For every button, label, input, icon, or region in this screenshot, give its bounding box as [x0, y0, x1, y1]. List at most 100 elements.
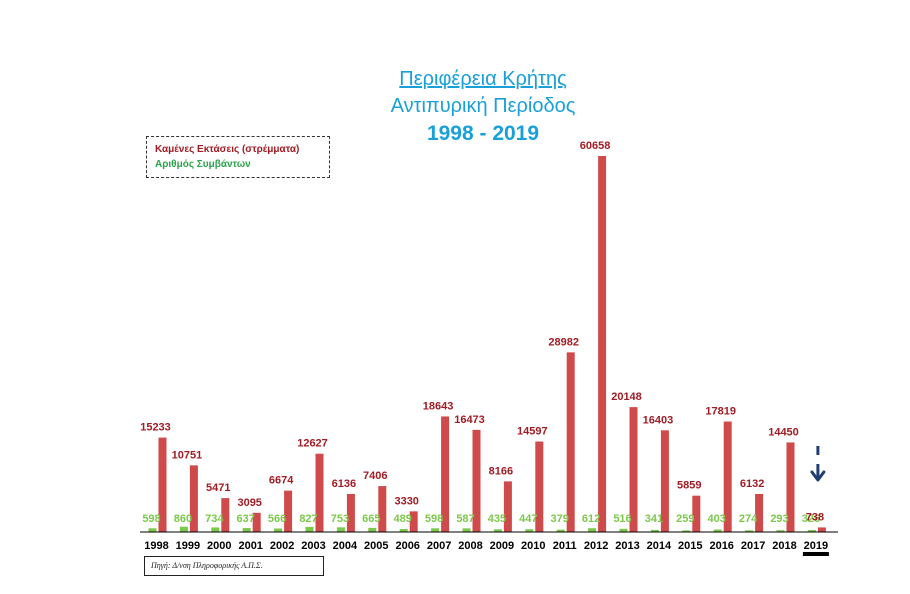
count-label-2009: 435 [488, 513, 506, 525]
area-label-1998: 15233 [140, 422, 171, 434]
count-label-2010: 447 [519, 513, 537, 525]
area-label-2002: 6674 [269, 475, 294, 487]
area-bar-2015 [692, 495, 701, 532]
year-label-2018: 2018 [772, 540, 796, 552]
count-label-2016: 403 [708, 513, 726, 525]
count-bar-2006 [399, 528, 408, 532]
count-label-2011: 379 [551, 513, 569, 525]
year-label-2012: 2012 [584, 540, 608, 552]
year-label-2016: 2016 [709, 540, 733, 552]
count-bar-2016 [713, 529, 722, 532]
count-bar-2017 [745, 530, 754, 532]
count-bar-2015 [682, 530, 691, 532]
area-label-2016: 17819 [705, 406, 736, 418]
count-bar-2007 [431, 528, 440, 532]
title-years: 1998 - 2019 [426, 122, 540, 145]
count-label-2005: 665 [362, 513, 380, 525]
area-label-2000: 5471 [206, 482, 230, 494]
count-label-2019: 326 [802, 513, 820, 525]
count-bar-2003 [305, 526, 314, 532]
area-bar-2007 [441, 416, 450, 532]
count-bar-2005 [368, 527, 377, 532]
count-bar-2000 [211, 527, 220, 532]
area-bar-2009 [503, 481, 512, 532]
area-bar-2006 [409, 511, 418, 532]
year-label-2014: 2014 [647, 540, 672, 552]
area-label-2019: 738 [806, 511, 824, 523]
year-label-2013: 2013 [615, 540, 639, 552]
count-label-1998: 598 [142, 513, 160, 525]
count-bar-2019 [807, 529, 816, 532]
area-bar-2003 [315, 453, 324, 532]
area-label-2010: 14597 [517, 426, 548, 438]
count-bar-2004 [336, 527, 345, 532]
legend: Καμένες Εκτάσεις (στρέμματα) Αριθμός Συμ… [146, 136, 330, 178]
year-label-2006: 2006 [395, 540, 419, 552]
count-bar-2012 [588, 528, 597, 532]
count-label-2004: 753 [331, 513, 349, 525]
year-label-2015: 2015 [678, 540, 702, 552]
area-bar-2001 [252, 512, 261, 532]
area-bar-1998 [158, 437, 167, 532]
area-bar-2008 [472, 429, 481, 532]
area-label-2015: 5859 [677, 480, 701, 492]
count-bar-2008 [462, 528, 471, 532]
area-bar-1999 [189, 465, 198, 532]
area-label-2006: 3330 [394, 495, 418, 507]
highlight-underline-2019 [802, 552, 829, 556]
year-label-2008: 2008 [458, 540, 482, 552]
area-bar-2012 [598, 156, 607, 532]
count-bar-1998 [148, 528, 157, 532]
area-bar-2017 [755, 493, 764, 532]
year-label-2005: 2005 [364, 540, 388, 552]
count-label-2000: 734 [205, 513, 224, 525]
count-bar-2014 [650, 529, 659, 532]
year-label-2009: 2009 [490, 540, 514, 552]
area-label-2017: 6132 [740, 478, 764, 490]
area-bar-2005 [378, 486, 387, 532]
count-bar-1999 [179, 526, 188, 532]
source-note: Πηγή: Δ/νση Πληροφορικής Α.Π.Σ. [144, 556, 324, 576]
count-bar-2002 [274, 528, 283, 532]
count-label-2015: 259 [676, 513, 694, 525]
year-label-2000: 2000 [207, 540, 231, 552]
count-label-2007: 598 [425, 513, 443, 525]
area-bar-2004 [346, 493, 355, 532]
year-label-2011: 2011 [553, 540, 577, 552]
area-bar-2010 [535, 441, 544, 532]
area-label-2003: 12627 [297, 438, 328, 450]
area-label-2011: 28982 [548, 336, 579, 348]
year-label-2010: 2010 [521, 540, 545, 552]
legend-area-label: Καμένες Εκτάσεις (στρέμματα) [155, 144, 300, 155]
area-bar-2000 [221, 498, 230, 532]
count-bar-2001 [242, 528, 251, 532]
count-label-2006: 489 [394, 513, 412, 525]
area-label-2018: 14450 [768, 426, 799, 438]
title-region: Περιφέρεια Κρήτης [399, 68, 567, 90]
count-bar-2018 [776, 530, 785, 532]
area-bar-2011 [566, 352, 575, 532]
area-label-2012: 60658 [580, 140, 611, 152]
down-arrow-icon [810, 470, 826, 482]
legend-count-label: Αριθμός Συμβάντων [155, 159, 251, 170]
count-label-2002: 566 [268, 513, 286, 525]
year-label-2007: 2007 [427, 540, 451, 552]
year-label-1999: 1999 [176, 540, 200, 552]
count-label-2003: 827 [299, 513, 317, 525]
year-label-2003: 2003 [301, 540, 325, 552]
count-bar-2011 [556, 529, 565, 532]
count-label-2001: 637 [237, 513, 255, 525]
area-bar-2014 [660, 430, 669, 532]
area-bar-2018 [786, 442, 795, 532]
area-bar-2002 [284, 490, 293, 532]
count-label-2017: 274 [739, 513, 758, 525]
area-label-2004: 6136 [332, 478, 356, 490]
area-bar-2019 [817, 527, 826, 532]
count-label-2012: 612 [582, 513, 600, 525]
count-bar-2009 [493, 529, 502, 532]
area-label-2005: 7406 [363, 470, 387, 482]
count-label-2018: 293 [770, 513, 788, 525]
chart-title: Περιφέρεια Κρήτης Αντιπυρική Περίοδος 19… [0, 66, 910, 148]
area-label-2008: 16473 [454, 414, 485, 426]
